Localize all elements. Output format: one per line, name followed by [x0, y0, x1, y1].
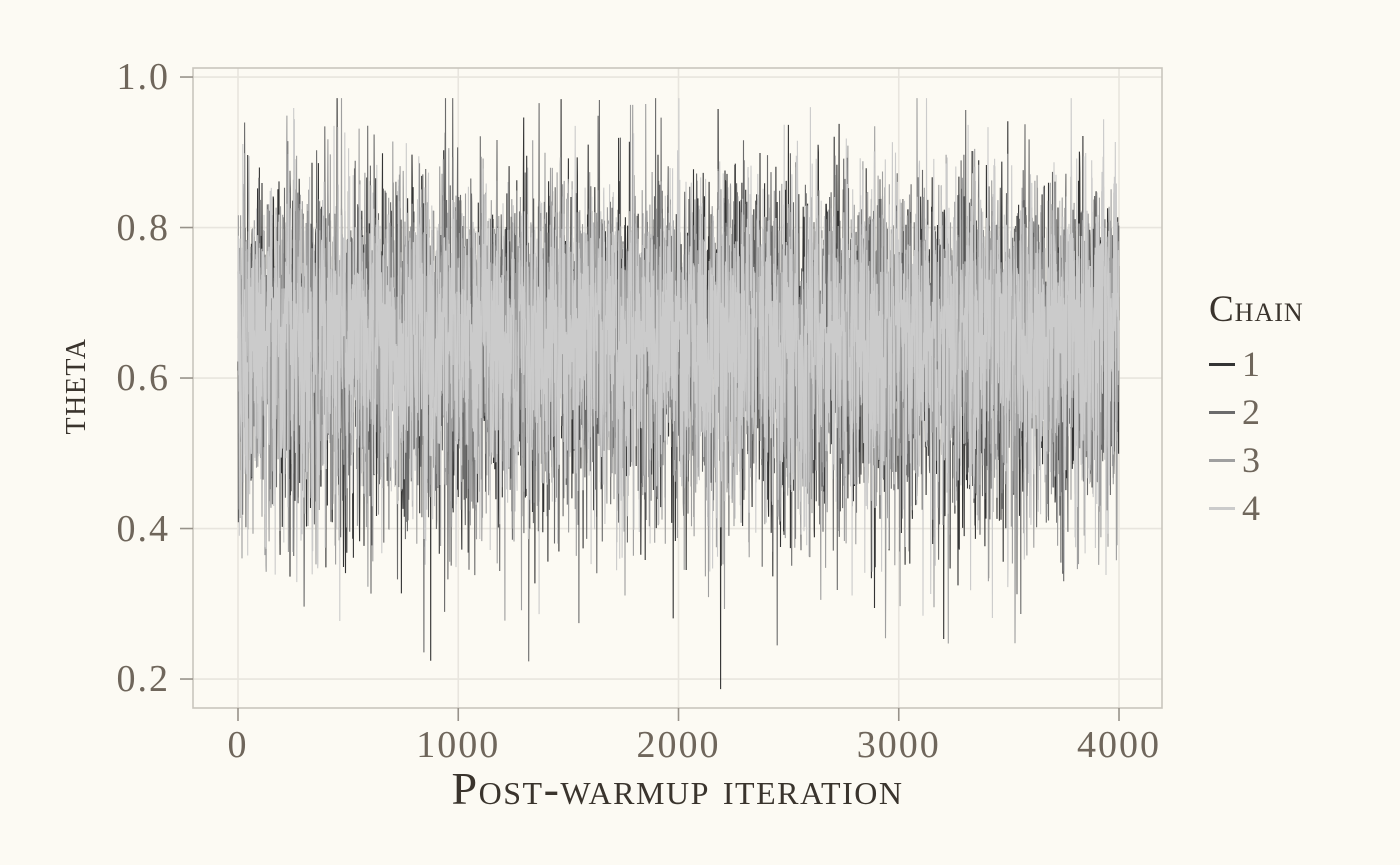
x-tick-label: 1000 — [416, 724, 501, 766]
legend-label: 1 — [1242, 344, 1260, 384]
x-tick-label: 0 — [227, 724, 249, 766]
legend-key-line-icon — [1209, 506, 1235, 510]
y-tick-label: 0.2 — [116, 658, 170, 701]
traces — [237, 98, 1120, 690]
y-tick-label: 0.6 — [116, 357, 170, 400]
y-tick-label: 0.4 — [116, 507, 170, 550]
legend-entry-chain-1: 1 — [1209, 340, 1304, 388]
legend-key-line-icon — [1209, 362, 1235, 366]
legend-entry-chain-3: 3 — [1209, 436, 1304, 484]
legend-label: 3 — [1242, 440, 1260, 480]
x-tick-label: 2000 — [636, 724, 721, 766]
x-tick-label: 4000 — [1077, 724, 1161, 766]
axis-tick-marks — [180, 76, 1120, 721]
y-tick-label: 0.8 — [116, 206, 170, 249]
legend-entries: 1 2 3 4 — [1209, 340, 1304, 532]
y-axis-title: theta — [49, 337, 94, 435]
legend-entry-chain-2: 2 — [1209, 388, 1304, 436]
legend-label: 4 — [1242, 488, 1260, 528]
x-tick-label: 3000 — [856, 724, 941, 766]
trace-chain-4 — [237, 98, 1120, 622]
y-tick-label: 1.0 — [116, 56, 170, 99]
legend-label: 2 — [1242, 392, 1260, 432]
legend: Chain 1 2 3 4 — [1209, 288, 1304, 532]
x-axis-title: Post-warmup iteration — [451, 763, 904, 814]
legend-key-line-icon — [1209, 458, 1235, 462]
panel-border — [192, 67, 1163, 709]
legend-key-line-icon — [1209, 410, 1235, 414]
legend-title: Chain — [1209, 289, 1304, 330]
legend-entry-chain-4: 4 — [1209, 484, 1304, 532]
